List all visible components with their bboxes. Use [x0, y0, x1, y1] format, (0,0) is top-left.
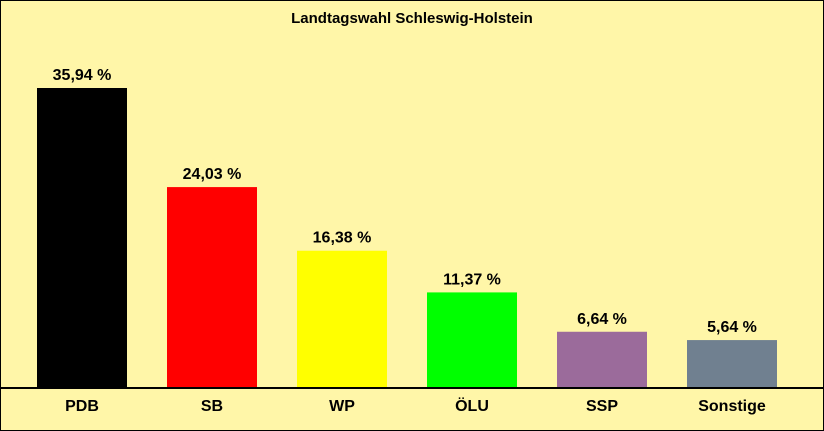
category-label-1: SB: [201, 398, 223, 415]
data-label-1: 24,03 %: [183, 166, 242, 183]
bar-1: [167, 187, 257, 387]
bar-0: [37, 88, 127, 387]
bar-5: [687, 340, 777, 387]
data-label-4: 6,64 %: [577, 311, 627, 328]
bar-4: [557, 331, 647, 387]
data-label-0: 35,94 %: [53, 67, 112, 84]
category-label-2: WP: [329, 398, 355, 415]
chart-title: Landtagswahl Schleswig-Holstein: [291, 10, 533, 27]
bar-2: [297, 250, 387, 387]
data-label-2: 16,38 %: [313, 230, 372, 247]
data-label-3: 11,37 %: [443, 271, 501, 288]
category-label-4: SSP: [586, 398, 618, 415]
category-label-0: PDB: [65, 398, 99, 415]
data-label-5: 5,64 %: [707, 319, 757, 336]
category-label-3: ÖLU: [455, 396, 489, 415]
category-label-5: Sonstige: [698, 398, 766, 415]
bar-3: [427, 292, 517, 387]
